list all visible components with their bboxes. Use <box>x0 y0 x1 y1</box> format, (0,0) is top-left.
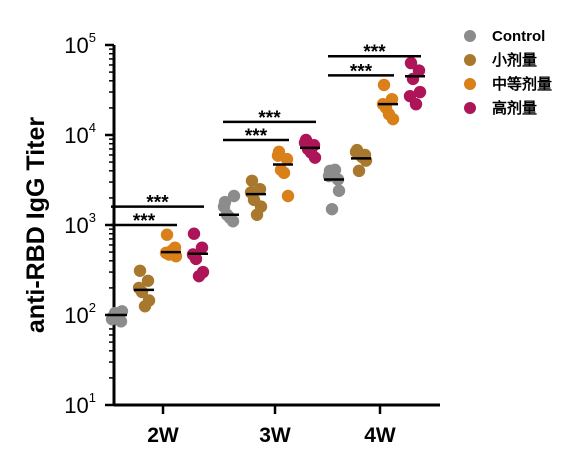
data-point <box>192 269 206 283</box>
x-tick-label-2W: 2W <box>147 424 179 447</box>
legend-label: 小剂量 <box>492 51 537 69</box>
y-tick-label: 102 <box>64 300 96 328</box>
x-tick-label-3W: 3W <box>259 424 291 447</box>
data-point <box>133 264 147 277</box>
y-tick-label: 105 <box>64 30 96 58</box>
data-point <box>325 202 339 216</box>
legend-marker <box>464 30 476 42</box>
significance-label: *** <box>245 126 268 147</box>
data-point <box>352 164 366 178</box>
legend-label: Control <box>492 28 545 45</box>
data-point <box>195 241 209 254</box>
data-point <box>377 78 391 92</box>
legend-marker <box>464 54 476 66</box>
significance-label: *** <box>133 211 156 232</box>
data-point <box>349 145 363 159</box>
data-point <box>382 108 396 121</box>
data-point <box>132 281 146 295</box>
data-point <box>160 228 174 241</box>
data-point <box>281 189 295 203</box>
data-point <box>332 184 346 197</box>
data-point <box>227 189 241 203</box>
data-point <box>406 72 420 86</box>
data-point <box>187 227 201 240</box>
legend-label: 高剂量 <box>492 99 537 117</box>
data-point <box>250 208 264 221</box>
data-point <box>244 186 258 199</box>
data-point <box>271 149 285 162</box>
legend-label: 中等剂量 <box>492 75 552 93</box>
data-point <box>298 136 312 149</box>
data-point <box>404 56 418 70</box>
significance-label: *** <box>146 193 169 214</box>
data-point <box>138 300 152 313</box>
x-tick-label-4W: 4W <box>364 424 396 447</box>
data-point <box>403 89 417 103</box>
legend-marker <box>464 102 476 114</box>
data-point <box>141 274 155 287</box>
y-tick-label: 103 <box>64 210 96 238</box>
data-point <box>245 174 259 187</box>
y-tick-label: 101 <box>64 390 96 418</box>
data-point <box>277 166 291 180</box>
y-tick-label: 104 <box>64 120 96 148</box>
significance-label: *** <box>258 108 281 129</box>
data-point <box>217 200 231 213</box>
legend-marker <box>464 78 476 90</box>
data-point <box>304 146 318 159</box>
significance-label: *** <box>363 42 386 63</box>
significance-label: *** <box>350 61 373 82</box>
y-axis-title: anti-RBD IgG Titer <box>22 117 50 333</box>
data-point <box>413 85 427 99</box>
